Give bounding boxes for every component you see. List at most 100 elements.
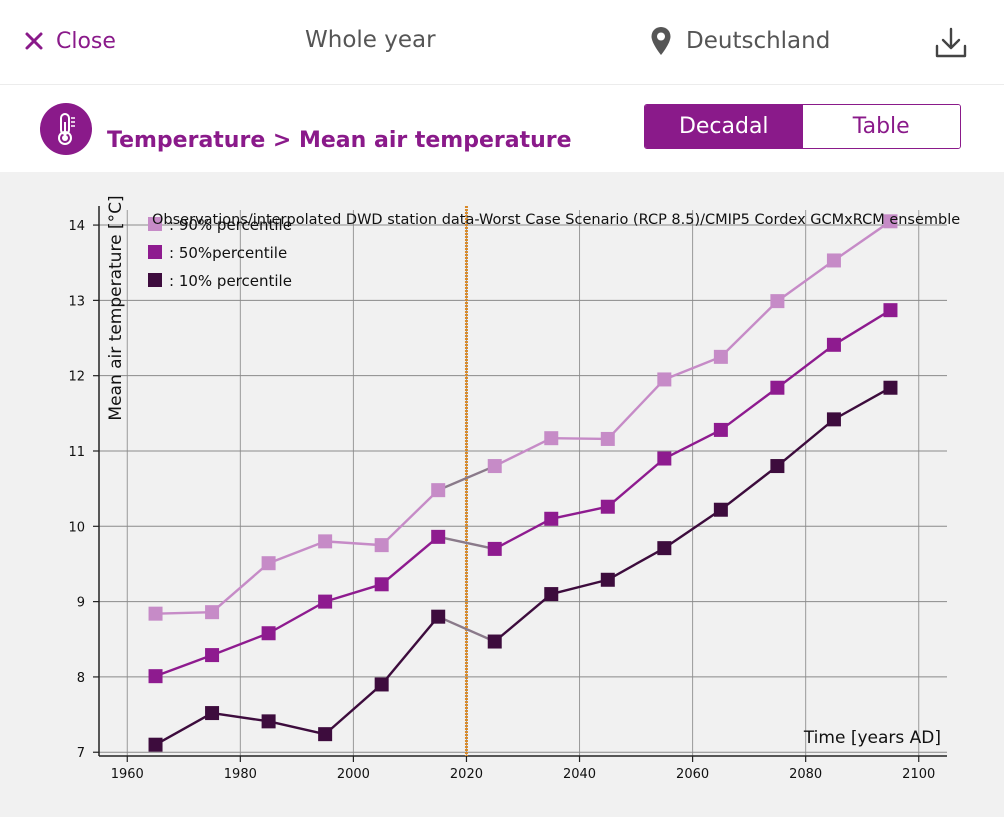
variable-header: Temperature > Mean air temperature Decad…: [0, 86, 1004, 172]
series-segment: [211, 711, 269, 723]
data-point: [826, 337, 841, 352]
series-segment: [833, 309, 892, 346]
series-layer: [148, 214, 898, 752]
legend-label: : 50%percentile: [169, 244, 287, 262]
data-point: [657, 541, 672, 556]
data-point: [148, 669, 163, 684]
series-segment: [493, 593, 553, 643]
chart-area: 1960 1980 2000 2020 2040 2060 2080 2100 7 8 9 10 11 1…: [0, 172, 1004, 817]
series-segment: [833, 386, 892, 421]
thermometer-icon: [58, 113, 75, 145]
series-segment: [551, 505, 609, 520]
series-segment: [606, 378, 666, 440]
x-tick-label: 2000: [337, 767, 370, 782]
series-segment: [663, 428, 722, 460]
data-point: [487, 541, 502, 556]
close-button[interactable]: Close: [24, 26, 116, 56]
data-point: [487, 634, 502, 649]
series-segment: [437, 615, 496, 643]
axes: 1960 1980 2000 2020 2040 2060 2080 2100 7 8 9 10 11 1…: [68, 206, 947, 782]
series-segment: [211, 632, 270, 657]
x-tick-label: 1960: [111, 767, 144, 782]
x-tick-label: 1980: [224, 767, 257, 782]
data-point: [544, 587, 559, 602]
series-segment: [437, 464, 496, 492]
series-segment: [380, 615, 440, 686]
series-segment: [494, 517, 552, 550]
data-point: [883, 380, 898, 395]
data-point: [657, 372, 672, 387]
series-50-percentile: [148, 303, 898, 684]
x-tick-label: 2040: [563, 767, 596, 782]
data-point: [261, 714, 276, 729]
y-tick-label: 7: [77, 746, 85, 761]
series-segment: [607, 457, 666, 508]
data-point: [713, 349, 728, 364]
series-segment: [776, 418, 835, 467]
series-segment: [663, 355, 722, 381]
series-segment: [720, 300, 779, 358]
tab-decadal[interactable]: Decadal: [645, 105, 803, 148]
data-point: [374, 538, 389, 553]
series-segment: [268, 720, 326, 736]
series-segment: [720, 465, 779, 511]
data-point: [544, 511, 559, 526]
y-tick-label: 9: [77, 596, 85, 611]
x-tick-label: 2080: [789, 767, 822, 782]
series-segment: [268, 600, 326, 635]
data-point: [318, 594, 333, 609]
series-segment: [663, 508, 722, 550]
data-point: [374, 577, 389, 592]
data-point: [261, 626, 276, 641]
tab-table[interactable]: Table: [802, 105, 960, 148]
series-segment: [550, 578, 609, 596]
data-point: [883, 303, 898, 318]
series-segment: [776, 343, 835, 389]
data-point: [318, 534, 333, 549]
period-selector[interactable]: Whole year: [305, 27, 436, 53]
y-axis-label: Mean air temperature [°C]: [106, 195, 126, 420]
top-bar: Close Whole year Deutschland: [0, 0, 1004, 85]
series-segment: [607, 547, 665, 581]
series-segment: [720, 386, 779, 431]
y-tick-label: 12: [68, 370, 85, 385]
data-point: [657, 451, 672, 466]
series-segment: [211, 562, 270, 614]
y-tick-label: 14: [68, 219, 85, 234]
series-segment: [380, 535, 439, 586]
data-point: [826, 412, 841, 427]
location-selector[interactable]: Deutschland: [650, 26, 830, 56]
chart-title: Observations/interpolated DWD station da…: [152, 212, 960, 228]
series-segment: [380, 489, 440, 546]
data-point: [431, 529, 446, 544]
series-segment: [325, 540, 382, 547]
data-point: [205, 706, 220, 721]
y-tick-label: 8: [77, 671, 85, 686]
data-point: [318, 727, 333, 742]
legend-label: : 10% percentile: [169, 272, 292, 290]
close-label: Close: [56, 28, 116, 54]
series-segment: [155, 653, 213, 678]
series-90-percentile: [148, 214, 898, 621]
y-tick-label: 10: [68, 520, 85, 535]
series-segment: [154, 712, 213, 746]
data-point: [544, 431, 559, 446]
series-segment: [776, 259, 835, 303]
data-point: [205, 605, 220, 620]
location-label: Deutschland: [686, 28, 831, 54]
grid: [99, 210, 947, 756]
series-segment: [494, 437, 552, 468]
data-point: [600, 572, 615, 587]
thermometer-badge: [40, 103, 92, 155]
download-button[interactable]: [934, 26, 968, 60]
download-icon: [935, 27, 967, 58]
legend-swatch: [148, 217, 162, 231]
variable-title: Temperature > Mean air temperature: [107, 128, 572, 153]
data-point: [431, 609, 446, 624]
legend-swatch: [148, 245, 162, 259]
data-point: [713, 502, 728, 517]
series-segment: [324, 583, 383, 603]
x-tick-label: 2060: [676, 767, 709, 782]
data-point: [770, 294, 785, 309]
data-point: [431, 483, 446, 498]
